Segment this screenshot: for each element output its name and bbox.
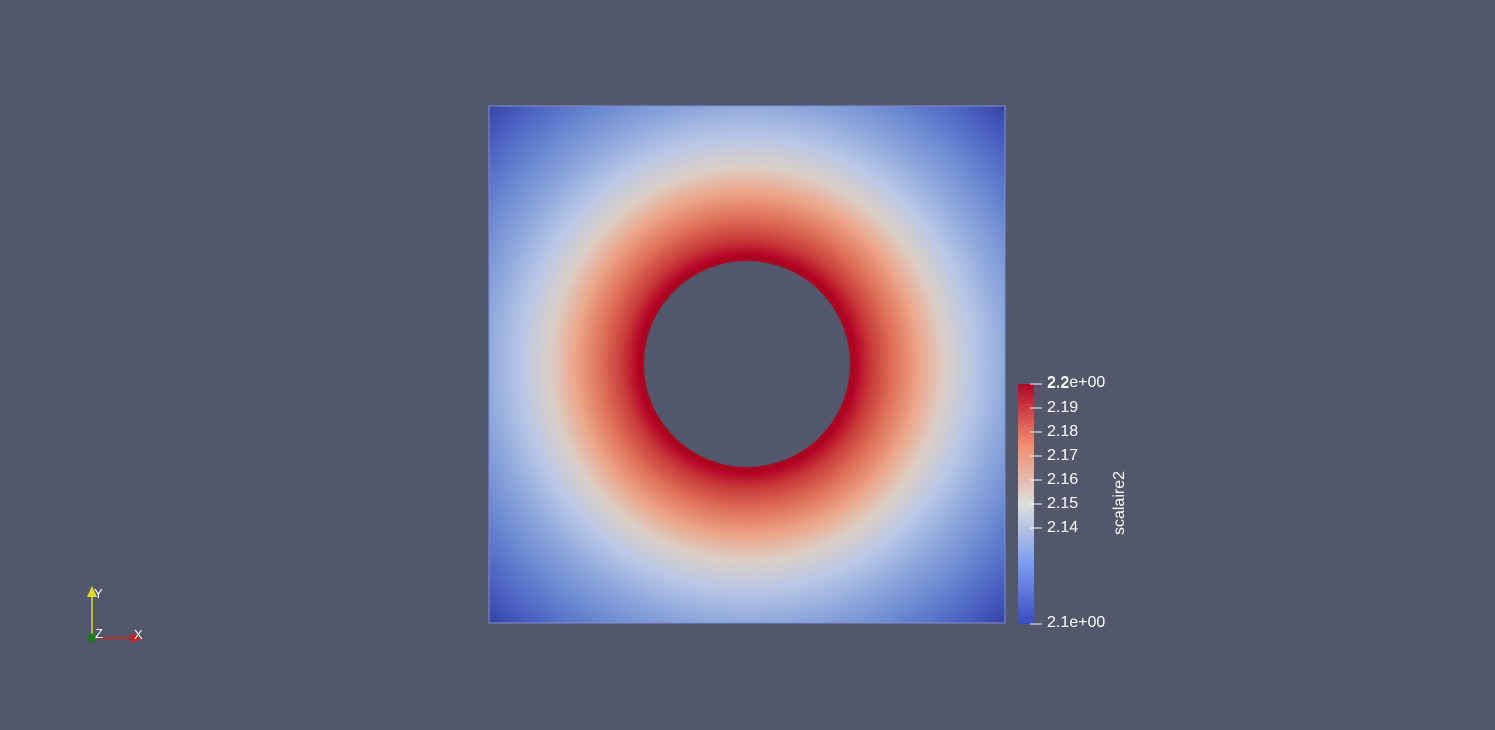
circular-hole: [644, 261, 850, 467]
legend-tick-label: 2.17: [1047, 447, 1079, 464]
plate-mesh[interactable]: [488, 105, 1006, 624]
legend-tick-label: 2.15: [1047, 495, 1079, 512]
legend-tick-label: 2.18: [1047, 423, 1079, 440]
orientation-axes[interactable]: [87, 586, 143, 643]
y-axis-label: Y: [94, 586, 103, 601]
legend-tick-label: 2.16: [1047, 471, 1079, 488]
legend-min-label: 2.1e+00: [1047, 614, 1106, 631]
legend-tick-label: 2.19: [1047, 399, 1079, 416]
legend-colorbar: [1018, 384, 1034, 624]
y-axis-arrow: [87, 586, 97, 597]
legend-max-label: 2.2e+00: [1047, 374, 1106, 391]
z-axis-dot: [87, 633, 97, 643]
x-axis-label: X: [134, 627, 143, 642]
legend-title: scalaire2: [1111, 470, 1128, 536]
z-axis-label: Z: [95, 626, 103, 641]
legend-tick-label: 2.14: [1047, 519, 1079, 536]
color-legend[interactable]: [1018, 383, 1042, 625]
legend-tick-label: 2.2: [1047, 375, 1070, 392]
x-axis-arrow: [131, 633, 143, 643]
